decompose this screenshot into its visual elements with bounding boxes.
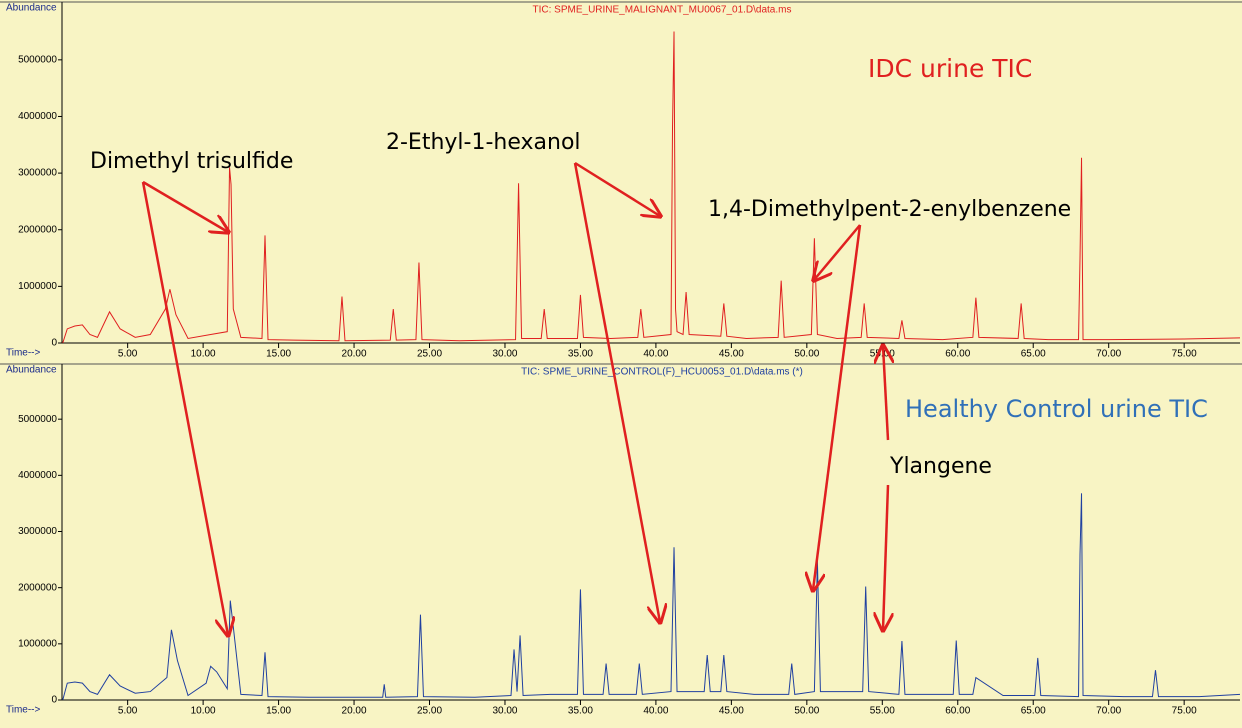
x-tick-label: 50.00 [794, 706, 819, 717]
annotation: 2-Ethyl-1-hexanol [386, 130, 581, 155]
x-tick-label: 10.00 [191, 349, 216, 360]
x-tick-label: 70.00 [1096, 706, 1121, 717]
y-tick-label: 1000000 [18, 281, 57, 292]
x-tick-label: 20.00 [342, 349, 367, 360]
y-tick-label: 4000000 [18, 111, 57, 122]
x-tick-label: 30.00 [492, 706, 517, 717]
x-tick-label: 60.00 [945, 706, 970, 717]
x-tick-label: 65.00 [1021, 349, 1046, 360]
x-tick-label: 10.00 [191, 706, 216, 717]
y-tick-label: 5000000 [18, 54, 57, 65]
series-label: IDC urine TIC [868, 54, 1032, 83]
y-tick-label: 2000000 [18, 224, 57, 235]
annotation: 1,4-Dimethylpent-2-enylbenzene [708, 197, 1071, 222]
y-axis-label: Abundance [6, 365, 57, 376]
x-tick-label: 40.00 [643, 706, 668, 717]
x-tick-label: 25.00 [417, 349, 442, 360]
y-tick-label: 5000000 [18, 414, 57, 425]
arrow [814, 224, 861, 280]
arrow [883, 346, 888, 441]
series-label: Healthy Control urine TIC [905, 395, 1208, 423]
x-tick-label: 45.00 [719, 706, 744, 717]
x-tick-label: 15.00 [266, 349, 291, 360]
x-axis-label: Time--> [6, 705, 41, 716]
annotation: Dimethyl trisulfide [90, 149, 293, 174]
y-tick-label: 2000000 [18, 582, 57, 593]
x-tick-label: 50.00 [794, 349, 819, 360]
arrow [574, 161, 660, 216]
arrow [142, 180, 228, 232]
x-tick-label: 15.00 [266, 706, 291, 717]
y-tick-label: 0 [51, 338, 57, 349]
x-tick-label: 75.00 [1172, 706, 1197, 717]
y-tick-label: 0 [51, 695, 57, 706]
y-tick-label: 4000000 [18, 470, 57, 481]
arrow [573, 162, 660, 622]
x-tick-label: 55.00 [870, 706, 895, 717]
y-tick-label: 3000000 [18, 168, 57, 179]
arrow [813, 224, 862, 590]
tic-line [62, 31, 1241, 344]
x-tick-label: 20.00 [342, 706, 367, 717]
x-tick-label: 60.00 [945, 349, 970, 360]
arrow [141, 181, 228, 635]
x-tick-label: 70.00 [1096, 349, 1121, 360]
arrow [883, 484, 888, 630]
x-tick-label: 65.00 [1021, 706, 1046, 717]
chart-title: TIC: SPME_URINE_CONTROL(F)_HCU0053_01.D\… [521, 367, 803, 378]
tic-line [62, 493, 1241, 701]
y-tick-label: 1000000 [18, 638, 57, 649]
x-tick-label: 45.00 [719, 349, 744, 360]
x-tick-label: 40.00 [643, 349, 668, 360]
x-axis-label: Time--> [6, 348, 41, 359]
x-tick-label: 5.00 [118, 349, 138, 360]
x-tick-label: 35.00 [568, 349, 593, 360]
chart-title: TIC: SPME_URINE_MALIGNANT_MU0067_01.D\da… [533, 5, 792, 16]
arrows [141, 161, 888, 635]
y-axis-label: Abundance [6, 3, 57, 14]
x-tick-label: 25.00 [417, 706, 442, 717]
x-tick-label: 30.00 [492, 349, 517, 360]
x-tick-label: 5.00 [118, 706, 138, 717]
annotation: Ylangene [889, 454, 992, 479]
x-tick-label: 75.00 [1172, 349, 1197, 360]
x-tick-label: 35.00 [568, 706, 593, 717]
y-tick-label: 3000000 [18, 526, 57, 537]
